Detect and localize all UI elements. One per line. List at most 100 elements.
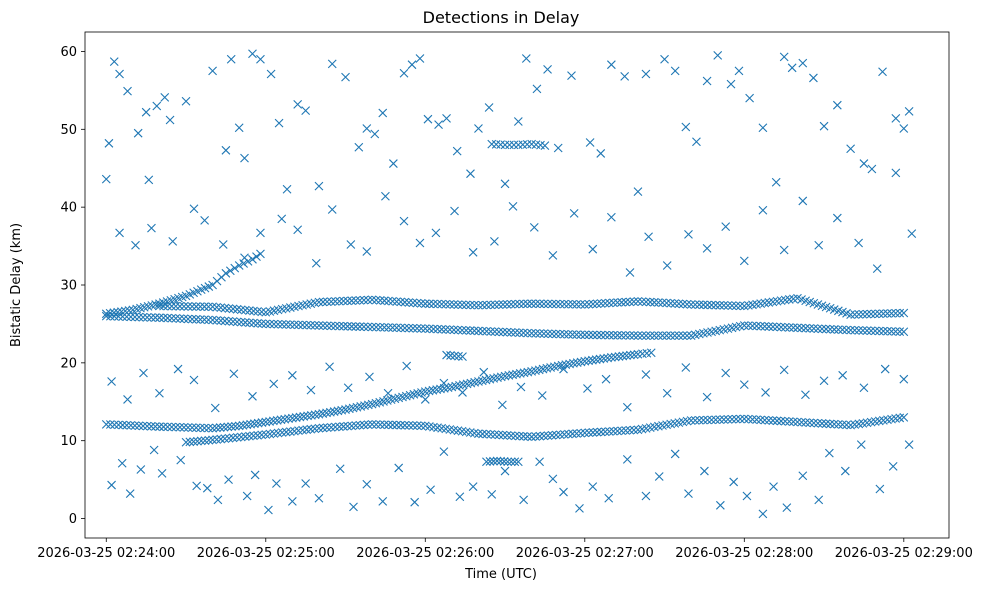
data-point <box>346 240 356 249</box>
data-point <box>215 423 225 432</box>
data-point <box>670 331 680 340</box>
data-point <box>138 312 148 322</box>
data-point <box>874 309 884 319</box>
data-point <box>515 369 525 378</box>
data-point <box>618 351 628 361</box>
data-point <box>595 354 605 364</box>
data-point <box>846 310 856 319</box>
data-point <box>314 297 324 307</box>
data-point <box>523 432 532 441</box>
data-point <box>341 72 350 82</box>
data-point <box>257 319 267 329</box>
data-point <box>126 312 136 322</box>
y-tick-label: 50 <box>60 123 77 138</box>
data-point <box>291 413 301 422</box>
data-point <box>310 424 320 434</box>
data-point <box>904 107 914 116</box>
data-point <box>469 300 479 310</box>
data-point <box>769 482 778 492</box>
data-point <box>842 325 851 335</box>
data-point <box>629 350 639 360</box>
data-point <box>568 330 577 339</box>
data-point <box>891 114 901 123</box>
data-point <box>535 329 545 338</box>
data-point <box>105 420 115 429</box>
data-point <box>874 326 884 336</box>
data-point <box>568 299 577 309</box>
data-point <box>727 414 737 424</box>
data-point <box>437 324 447 334</box>
data-point <box>138 421 148 431</box>
data-point <box>375 322 385 332</box>
data-point <box>883 326 892 336</box>
data-point <box>904 440 914 449</box>
data-point <box>569 208 579 218</box>
data-point <box>580 356 590 366</box>
data-point <box>523 328 532 338</box>
data-point <box>491 139 501 149</box>
data-point <box>171 422 181 432</box>
data-point <box>596 149 606 158</box>
data-point <box>155 422 164 432</box>
data-point <box>450 351 459 361</box>
data-point <box>408 323 418 333</box>
data-point <box>532 84 542 94</box>
data-point <box>404 421 414 430</box>
data-point <box>682 331 692 340</box>
data-point <box>362 479 372 489</box>
data-point <box>496 456 505 466</box>
data-point <box>592 330 602 340</box>
data-point <box>684 489 693 499</box>
data-point <box>654 331 663 340</box>
data-point <box>633 187 643 196</box>
data-point <box>256 54 265 64</box>
data-point <box>809 324 819 333</box>
data-point <box>854 309 864 319</box>
data-point <box>441 299 451 309</box>
data-point <box>813 324 823 334</box>
data-point <box>858 309 868 319</box>
data-point <box>729 477 739 487</box>
data-point <box>715 415 725 425</box>
data-point <box>604 298 614 308</box>
data-point <box>257 430 267 440</box>
data-point <box>202 483 212 493</box>
data-point <box>522 139 532 149</box>
data-point <box>468 247 478 257</box>
data-point <box>779 365 789 375</box>
data-point <box>474 124 483 133</box>
data-point <box>899 412 909 422</box>
data-point <box>780 416 790 426</box>
data-point <box>322 297 332 307</box>
data-point <box>171 314 181 323</box>
data-point <box>159 422 168 432</box>
data-point <box>388 159 398 168</box>
data-point <box>584 330 594 340</box>
data-point <box>846 144 856 154</box>
data-point <box>101 174 111 184</box>
data-point <box>327 205 337 214</box>
data-point <box>500 466 510 476</box>
data-point <box>220 434 230 444</box>
data-point <box>335 464 345 474</box>
data-point <box>359 295 369 305</box>
data-point <box>654 298 663 307</box>
data-point <box>584 299 594 309</box>
data-point <box>378 497 388 506</box>
data-point <box>758 509 768 519</box>
data-point <box>622 454 632 464</box>
data-point <box>540 141 550 151</box>
data-point <box>187 314 197 324</box>
data-point <box>439 447 449 456</box>
data-point <box>543 299 553 309</box>
data-point <box>641 331 651 340</box>
data-point <box>555 299 565 309</box>
data-point <box>330 321 340 331</box>
data-point <box>261 430 271 439</box>
data-point <box>399 68 409 78</box>
data-point <box>318 409 328 418</box>
data-point <box>519 431 528 441</box>
data-point <box>226 54 236 64</box>
data-point <box>176 455 186 465</box>
data-point <box>200 436 210 445</box>
